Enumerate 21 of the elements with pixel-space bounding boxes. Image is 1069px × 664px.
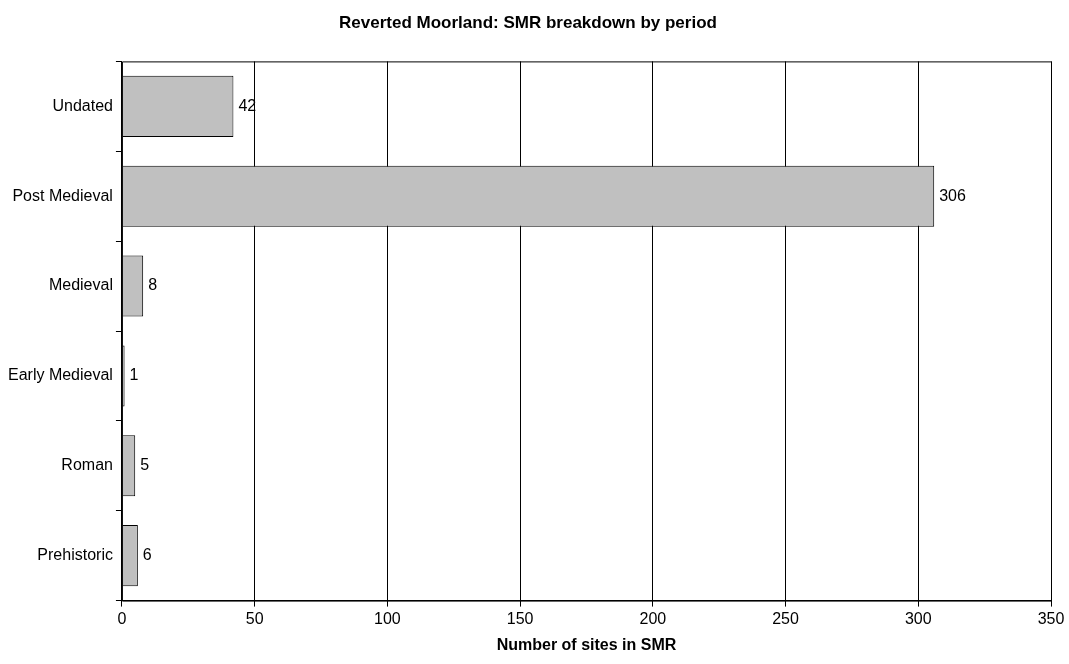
y-tick-label: Prehistoric xyxy=(37,546,113,564)
x-tick-label: 350 xyxy=(1037,609,1065,627)
data-label: 8 xyxy=(148,276,158,294)
data-label: 306 xyxy=(939,186,966,204)
data-label: 6 xyxy=(142,546,152,564)
y-tick-label: Undated xyxy=(52,96,113,114)
x-tick-label: 150 xyxy=(506,609,534,627)
chart-title: Reverted Moorland: SMR breakdown by period xyxy=(339,12,717,32)
data-label: 1 xyxy=(129,366,139,384)
y-tick-label: Post Medieval xyxy=(12,186,113,204)
y-tick-label: Early Medieval xyxy=(7,366,113,384)
y-tick-label: Roman xyxy=(61,456,113,474)
x-tick-label: 100 xyxy=(374,609,401,627)
x-tick-label: 0 xyxy=(117,609,127,627)
x-tick-label: 200 xyxy=(639,609,667,627)
y-tick-label: Medieval xyxy=(48,276,113,294)
x-tick-label: 250 xyxy=(772,609,799,627)
x-tick-label: 50 xyxy=(245,609,264,627)
data-label: 5 xyxy=(140,456,150,474)
x-axis-title: Number of sites in SMR xyxy=(496,635,677,653)
x-tick-label: 300 xyxy=(904,609,932,627)
